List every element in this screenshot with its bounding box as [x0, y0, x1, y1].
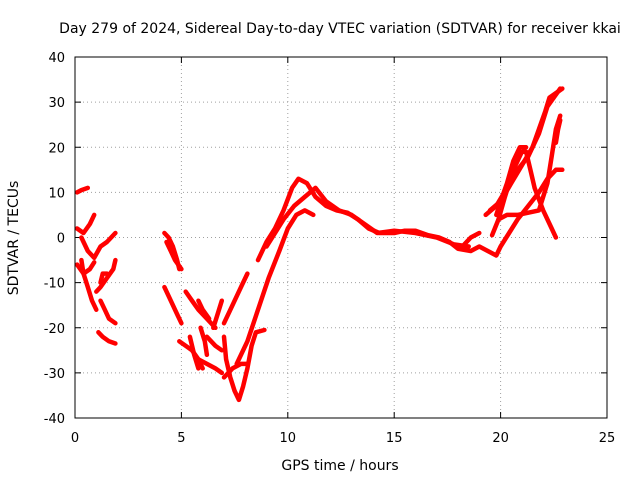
series-line-arc-23 [221, 361, 250, 380]
series-line-arc-12 [162, 284, 184, 326]
series-line-arc-4 [74, 260, 97, 276]
series-line-arc-26 [264, 185, 471, 249]
series-line-arc-22 [221, 327, 267, 403]
x-tick-label: 0 [71, 431, 79, 446]
series-line-arc-21 [221, 271, 250, 326]
series-line-arc-9 [96, 330, 118, 346]
x-tick-label: 10 [280, 431, 297, 446]
y-tick-label: 30 [48, 96, 65, 111]
series-line-arc-15 [183, 289, 218, 331]
series-line-arc-33 [553, 117, 563, 145]
y-tick-label: -30 [44, 367, 65, 382]
data-series [74, 86, 565, 403]
series-line-arc-14 [187, 334, 201, 371]
series-line-arc-32 [483, 86, 563, 218]
plot-frame [74, 56, 608, 419]
y-tick-label: -20 [44, 322, 65, 337]
series-line-arc-24 [234, 208, 316, 367]
x-tick-label: 5 [177, 431, 185, 446]
series-line-arc-27 [460, 230, 482, 249]
x-tick-label: 15 [386, 431, 403, 446]
series-line-arc-17 [198, 325, 210, 358]
series-line-arc-11 [164, 239, 184, 272]
y-tick-label: -40 [44, 412, 65, 427]
series-line-arc-2 [74, 212, 97, 236]
series-line-arc-3 [79, 230, 118, 261]
series-line-arc-8 [98, 298, 118, 326]
x-axis-label: GPS time / hours [281, 458, 398, 474]
series-line-arc-19 [204, 334, 225, 353]
y-tick-label: 40 [48, 51, 65, 66]
y-tick-label: 10 [48, 186, 65, 201]
y-tick-label: 0 [57, 232, 65, 247]
series-line-arc-20 [211, 298, 225, 331]
y-axis-label: SDTVAR / TECUs [6, 181, 22, 296]
series-line-arc-5 [79, 257, 99, 312]
series-line-arc-25 [255, 167, 565, 263]
series-line-arc-7 [98, 271, 110, 285]
series-line-arc-16 [196, 298, 212, 321]
grid-lines [75, 57, 607, 418]
chart-title: Day 279 of 2024, Sidereal Day-to-day VTE… [59, 21, 621, 37]
x-tick-label: 20 [492, 431, 509, 446]
y-tick-label: -10 [44, 277, 65, 292]
y-tick-label: 20 [48, 141, 65, 156]
series-line-arc-1 [74, 185, 91, 195]
series-line-arc-6 [94, 257, 118, 294]
series-line-arc-18 [196, 357, 225, 376]
x-tick-label: 25 [599, 431, 616, 446]
series-line-arc-28 [489, 149, 559, 240]
